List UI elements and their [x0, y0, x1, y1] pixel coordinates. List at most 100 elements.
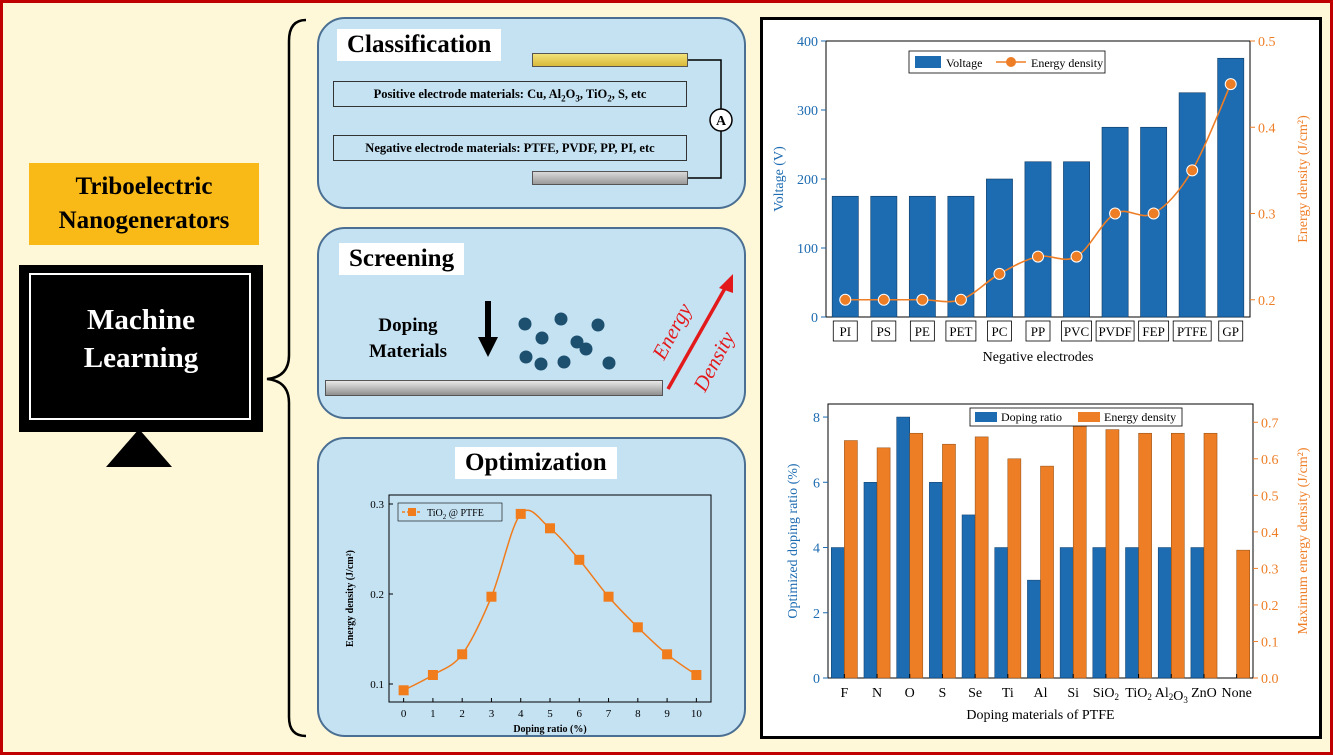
c1-legend-swatch-voltage	[915, 56, 941, 68]
c1-right-axis-label: Energy density (J/cm²)	[1296, 115, 1311, 243]
c1-category-box	[1061, 320, 1092, 342]
opt-legend-box	[397, 502, 503, 522]
c2-category-label: ZnO	[1191, 686, 1217, 701]
c2-left-axis-label: Optimized doping ratio (%)	[786, 463, 801, 618]
opt-series-line	[403, 509, 697, 691]
c1-category-box	[909, 320, 935, 342]
monitor-icon: Machine Learning	[19, 265, 263, 432]
c1-energy-point	[1109, 207, 1122, 220]
c1-category-box	[945, 320, 977, 342]
opt-data-point	[632, 622, 643, 633]
c2-right-axis-label: Maximum energy density (J/cm²)	[1296, 447, 1311, 634]
c2-right-tick-label: 0.3	[1261, 562, 1279, 577]
c1-energy-point	[1070, 250, 1083, 263]
top-electrode	[532, 53, 688, 67]
c2-right-tick-label: 0.6	[1261, 453, 1279, 468]
c1-category-box	[1172, 320, 1212, 342]
opt-x-tick-label: 3	[489, 708, 495, 720]
monitor-screen	[29, 273, 251, 420]
c1-energy-point	[1147, 207, 1160, 220]
c2-doping-bar	[1059, 547, 1074, 679]
opt-data-point	[662, 649, 673, 660]
c1-left-tick-label: 300	[797, 104, 818, 119]
c1-category-label: PP	[1031, 324, 1045, 339]
monitor-stand	[106, 429, 172, 467]
c1-energy-point	[1032, 250, 1044, 263]
c2-doping-bar	[1125, 547, 1139, 679]
ml-line-2: Learning	[83, 342, 199, 374]
c1-category-label: PVDF	[1098, 324, 1131, 339]
c1-category-box	[871, 320, 897, 342]
opt-data-point	[457, 649, 468, 660]
opt-data-point	[545, 523, 555, 534]
c1-energy-point	[877, 293, 890, 306]
c2-legend-swatch-doping	[975, 412, 997, 422]
c2-doping-bar	[1157, 547, 1172, 679]
c2-doping-bar	[961, 514, 976, 679]
c2-energy-bar	[974, 436, 989, 679]
opt-x-tick-label: 8	[635, 708, 641, 720]
c2-right-tick-label: 0.1	[1261, 635, 1279, 650]
c2-energy-bar	[1040, 465, 1054, 679]
positive-sub-1: 2	[561, 93, 566, 104]
c1-category-label: PC	[992, 324, 1008, 339]
c2-left-tick-label: 4	[813, 542, 820, 557]
c1-category-box	[1095, 320, 1135, 342]
c1-voltage-bar	[1063, 161, 1090, 318]
c1-voltage-bar	[1178, 92, 1206, 318]
c2-doping-bar	[929, 482, 943, 679]
c1-right-tick-label: 0.5	[1258, 35, 1276, 50]
teng-label-box: Triboelectric Nanogenerators	[29, 163, 259, 245]
c1-category-box	[987, 320, 1012, 342]
opt-y-tick-label: 0.3	[370, 499, 384, 511]
c1-x-axis-label: Negative electrodes	[983, 350, 1094, 365]
c1-voltage-bar	[986, 178, 1013, 318]
c1-category-label: PE	[915, 324, 930, 339]
c2-right-tick-label: 0.5	[1261, 489, 1279, 504]
opt-x-tick-label: 6	[577, 708, 583, 720]
c2-doping-bar	[896, 416, 910, 679]
opt-x-tick-label: 2	[459, 708, 465, 720]
c1-energy-point	[839, 293, 852, 306]
c2-category-label: Al2O3	[1155, 686, 1189, 705]
screening-title: Screening	[339, 243, 465, 275]
c1-category-box	[832, 320, 858, 342]
opt-legend-label: TiO2 @ PTFE	[427, 508, 484, 521]
opt-x-tick-label: 0	[401, 708, 407, 720]
c2-left-tick-label: 8	[813, 411, 820, 426]
c1-category-box	[1218, 320, 1244, 342]
opt-y-tick-label: 0.1	[370, 679, 384, 691]
opt-data-point	[486, 591, 497, 602]
opt-legend-marker	[408, 508, 416, 516]
c2-doping-bar	[1190, 547, 1205, 679]
c1-voltage-bar	[831, 195, 859, 318]
c1-category-label: PTFE	[1177, 324, 1207, 339]
doping-line-1: Doping	[378, 315, 438, 336]
c2-category-label: Si	[1067, 686, 1079, 701]
positive-sub-3: 2	[607, 93, 612, 104]
down-arrow-icon	[478, 301, 498, 357]
opt-data-point	[691, 670, 702, 680]
c1-left-axis-label: Voltage (V)	[772, 146, 787, 212]
energy-density-arrow: Energy Density	[647, 274, 740, 396]
c2-category-label: TiO2	[1125, 686, 1152, 702]
negative-materials-box: Negative electrode materials: PTFE, PVDF…	[333, 135, 687, 161]
classification-panel: Classification A Positive electrode mate…	[317, 17, 746, 209]
classification-title: Classification	[337, 29, 502, 61]
opt-data-point	[574, 554, 585, 565]
c1-category-box	[1025, 320, 1051, 342]
c1-category-label: PI	[839, 324, 851, 339]
c1-category-label: PS	[877, 324, 891, 339]
c2-category-label: Ti	[1002, 686, 1014, 701]
c2-x-axis-label: Doping materials of PTFE	[966, 708, 1114, 723]
positive-sub-2: 3	[575, 93, 580, 104]
c2-right-tick-label: 0.0	[1261, 672, 1279, 687]
ml-label: Machine Learning	[19, 301, 263, 377]
c2-energy-bar	[942, 443, 956, 679]
opt-x-tick-label: 4	[518, 708, 524, 720]
c1-voltage-bar	[1217, 57, 1245, 318]
positive-text-mid1: O	[565, 87, 576, 101]
c1-right-tick-label: 0.2	[1258, 294, 1276, 309]
c1-category-label: FEP	[1142, 324, 1164, 339]
optimization-panel: Optimization 0 1 2 3 4 5 6 7 8 9 10 0.1 0.2 0.3 Doping…	[317, 437, 746, 737]
